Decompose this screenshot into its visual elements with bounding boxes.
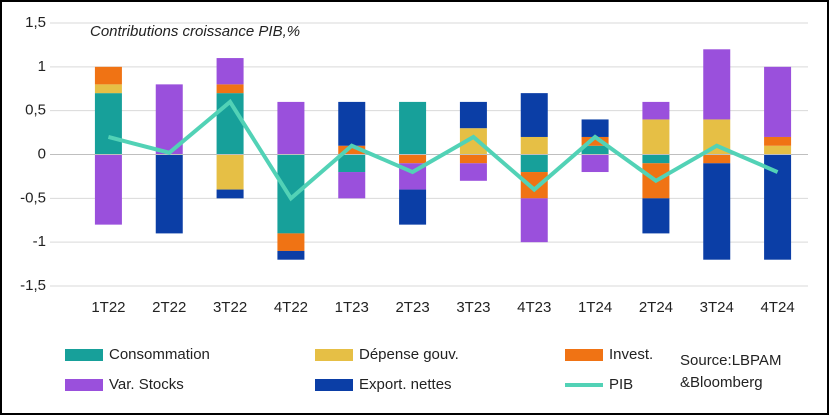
bar <box>459 163 487 181</box>
bar <box>277 233 305 251</box>
bar <box>764 145 792 155</box>
x-tick-label: 2T24 <box>639 299 673 316</box>
bar <box>399 101 427 155</box>
bar <box>581 119 609 137</box>
bar <box>642 101 670 120</box>
bar <box>764 136 792 146</box>
x-tick-label: 3T24 <box>700 299 734 316</box>
bar <box>216 84 244 94</box>
bar <box>520 154 548 173</box>
bar <box>581 145 609 155</box>
bar <box>520 93 548 137</box>
legend-label: Export. nettes <box>359 376 452 393</box>
bar <box>216 154 244 190</box>
bar <box>642 119 670 155</box>
bar <box>277 250 305 260</box>
bar <box>459 101 487 129</box>
legend-swatch <box>65 349 103 361</box>
bar <box>155 154 183 234</box>
x-tick-label: 1T22 <box>91 299 125 316</box>
legend-label: Invest. <box>609 346 653 363</box>
legend-swatch <box>565 349 603 361</box>
y-tick-label: 0 <box>38 145 46 162</box>
bar <box>642 154 670 164</box>
legend-label: PIB <box>609 376 633 393</box>
legend-swatch <box>65 379 103 391</box>
bar <box>459 154 487 164</box>
y-tick-label: 0,5 <box>25 102 46 119</box>
bar <box>764 66 792 137</box>
bar <box>338 154 366 173</box>
bar <box>399 154 427 164</box>
bar <box>642 198 670 234</box>
x-tick-label: 3T23 <box>456 299 490 316</box>
x-tick-label: 2T23 <box>395 299 429 316</box>
legend-label: Consommation <box>109 346 210 363</box>
y-tick-label: -1,5 <box>20 277 46 294</box>
bar <box>520 136 548 155</box>
bar <box>520 172 548 199</box>
y-tick-label: 1,5 <box>25 14 46 31</box>
line <box>107 98 779 202</box>
bar <box>216 58 244 85</box>
x-tick-label: 4T22 <box>274 299 308 316</box>
x-tick-label: 1T23 <box>335 299 369 316</box>
source-note: Source:LBPAM <box>680 352 781 369</box>
legend-swatch <box>315 349 353 361</box>
bar <box>94 154 122 225</box>
bar <box>581 136 609 146</box>
legend-label: Dépense gouv. <box>359 346 459 363</box>
bar <box>216 189 244 199</box>
bar <box>94 84 122 94</box>
x-tick-label: 2T22 <box>152 299 186 316</box>
bar <box>520 198 548 243</box>
bar <box>277 154 305 234</box>
bar <box>703 49 731 120</box>
x-tick-label: 1T24 <box>578 299 612 316</box>
y-tick-label: 1 <box>38 58 46 75</box>
bar <box>277 101 305 155</box>
bar <box>94 66 122 85</box>
bar <box>338 145 366 155</box>
source-note: &Bloomberg <box>680 374 763 391</box>
bar <box>338 172 366 199</box>
bar <box>703 163 731 260</box>
bar <box>581 154 609 173</box>
legend-swatch <box>315 379 353 391</box>
bar <box>703 154 731 164</box>
y-tick-label: -1 <box>33 233 46 250</box>
x-tick-label: 4T24 <box>760 299 794 316</box>
bar <box>399 189 427 225</box>
x-tick-label: 4T23 <box>517 299 551 316</box>
chart-title: Contributions croissance PIB,% <box>90 23 300 40</box>
bar <box>338 101 366 146</box>
bar <box>94 93 122 155</box>
x-tick-label: 3T22 <box>213 299 247 316</box>
y-tick-label: -0,5 <box>20 189 46 206</box>
legend-label: Var. Stocks <box>109 376 184 393</box>
